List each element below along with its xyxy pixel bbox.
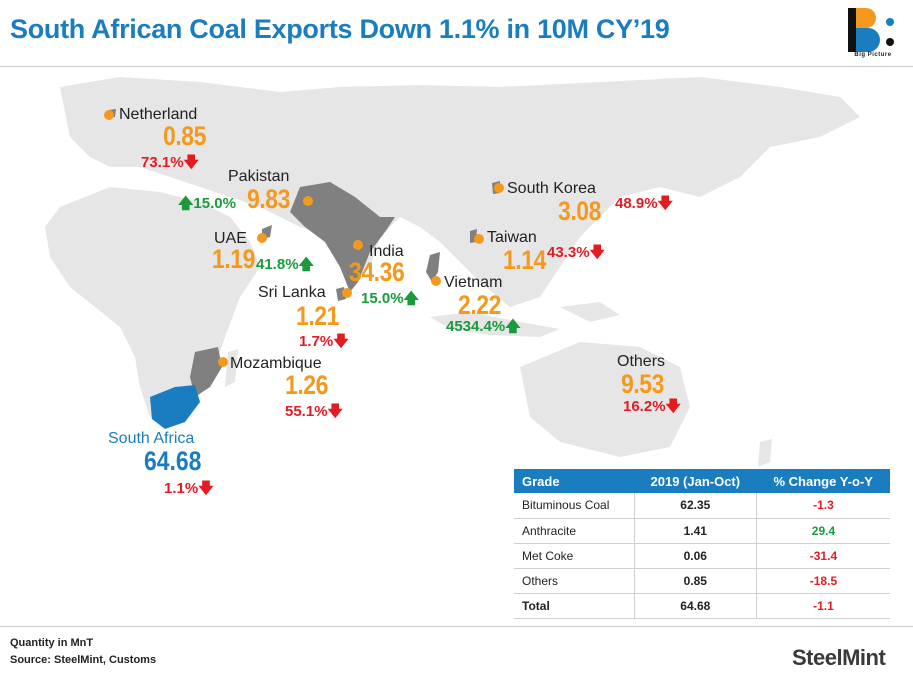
others-value: 9.53 bbox=[621, 369, 664, 399]
south-africa-label: South Africa bbox=[108, 430, 195, 447]
netherland-label: Netherland bbox=[119, 106, 198, 123]
table-row: Anthracite 1.41 29.4 bbox=[514, 518, 890, 544]
south-korea-marker bbox=[494, 183, 504, 193]
new-zealand bbox=[758, 439, 772, 467]
taiwan-label: Taiwan bbox=[487, 229, 537, 246]
change-cell: -31.4 bbox=[756, 543, 890, 569]
sri-lanka-label: Sri Lanka bbox=[258, 284, 326, 301]
mozambique-highlight bbox=[190, 347, 222, 397]
table-header-grade: Grade bbox=[514, 469, 635, 493]
arrow-up-icon: 🡅 bbox=[403, 290, 419, 307]
change-cell: -18.5 bbox=[756, 568, 890, 594]
source-note: Source: SteelMint, Customs bbox=[10, 654, 157, 666]
unit-note: Quantity in MnT bbox=[10, 637, 94, 649]
title-divider bbox=[0, 66, 913, 67]
indonesia-islands bbox=[430, 312, 560, 337]
arrow-down-icon: 🡇 bbox=[657, 195, 673, 212]
change-cell: -1.1 bbox=[756, 593, 890, 619]
sri-lanka-change: 1.7%🡇 bbox=[299, 331, 349, 356]
south-africa-highlight bbox=[150, 385, 200, 429]
table-row: Others 0.85 -18.5 bbox=[514, 568, 890, 594]
netherland-marker bbox=[104, 110, 114, 120]
south-africa-change: 1.1%🡇 bbox=[164, 478, 214, 503]
mozambique-value: 1.26 bbox=[285, 370, 328, 400]
grade-cell: Anthracite bbox=[514, 518, 635, 544]
madagascar bbox=[225, 349, 238, 387]
table-total-row: Total 64.68 -1.1 bbox=[514, 593, 890, 619]
table-header-volume: 2019 (Jan-Oct) bbox=[634, 469, 757, 493]
grade-cell: Others bbox=[514, 568, 635, 594]
india-marker bbox=[353, 240, 363, 250]
arrow-down-icon: 🡇 bbox=[198, 480, 214, 497]
uae-change: 41.8%🡅 bbox=[256, 254, 314, 279]
vietnam-highlight bbox=[426, 252, 440, 282]
south-korea-label: South Korea bbox=[507, 180, 596, 197]
pakistan-change: 🡅15.0% bbox=[178, 193, 236, 218]
india-change: 15.0%🡅 bbox=[361, 288, 419, 313]
sri-lanka-marker bbox=[342, 288, 352, 298]
grade-cell: Total bbox=[514, 593, 635, 619]
volume-cell: 1.41 bbox=[633, 518, 757, 544]
mozambique-label: Mozambique bbox=[230, 355, 322, 372]
africa-landmass bbox=[45, 187, 260, 427]
uae-marker bbox=[257, 233, 267, 243]
logo-text: Big Picture bbox=[854, 52, 892, 58]
pakistan-marker bbox=[303, 196, 313, 206]
steelmint-logo: SteelMint bbox=[792, 645, 886, 670]
change-cell: -1.3 bbox=[756, 493, 890, 519]
vietnam-value: 2.22 bbox=[458, 290, 501, 320]
taiwan-value: 1.14 bbox=[503, 245, 546, 275]
footer-divider bbox=[0, 626, 913, 627]
arrow-up-icon: 🡅 bbox=[505, 318, 521, 335]
netherland-change: 73.1%🡇 bbox=[141, 152, 199, 177]
change-cell: 29.4 bbox=[756, 518, 890, 544]
arrow-down-icon: 🡇 bbox=[589, 244, 605, 261]
others-label: Others bbox=[617, 353, 666, 370]
taiwan-change: 43.3%🡇 bbox=[547, 242, 605, 267]
arrow-down-icon: 🡇 bbox=[665, 398, 681, 415]
others-change: 16.2%🡇 bbox=[623, 396, 681, 421]
arrow-up-icon: 🡅 bbox=[178, 195, 194, 212]
pakistan-value: 9.83 bbox=[247, 184, 290, 214]
grade-cell: Met Coke bbox=[514, 543, 635, 569]
table-row: Met Coke 0.06 -31.4 bbox=[514, 543, 890, 569]
uae-label: UAE bbox=[214, 230, 247, 247]
world-map bbox=[45, 77, 860, 467]
volume-cell: 64.68 bbox=[633, 593, 757, 619]
arrow-down-icon: 🡇 bbox=[333, 333, 349, 350]
big-picture-logo bbox=[848, 8, 894, 52]
uae-value: 1.19 bbox=[212, 244, 255, 274]
arrow-up-icon: 🡅 bbox=[298, 256, 314, 273]
vietnam-label: Vietnam bbox=[444, 274, 503, 291]
taiwan-marker bbox=[474, 234, 484, 244]
volume-cell: 62.35 bbox=[633, 493, 757, 519]
india-highlight bbox=[290, 182, 395, 292]
page-title: South African Coal Exports Down 1.1% in … bbox=[10, 14, 670, 44]
vietnam-change: 4534.4%🡅 bbox=[446, 316, 521, 341]
eurasia-landmass bbox=[60, 77, 860, 307]
vietnam-marker bbox=[431, 276, 441, 286]
netherland-value: 0.85 bbox=[163, 121, 206, 151]
mozambique-change: 55.1%🡇 bbox=[285, 401, 343, 426]
sri-lanka-value: 1.21 bbox=[296, 301, 339, 331]
south-korea-value: 3.08 bbox=[558, 196, 601, 226]
south-africa-value: 64.68 bbox=[144, 446, 202, 476]
grade-table: Grade 2019 (Jan-Oct) % Change Y-o-Y Bitu… bbox=[514, 469, 890, 619]
table-header-change: % Change Y-o-Y bbox=[756, 469, 890, 493]
table-header-row: Grade 2019 (Jan-Oct) % Change Y-o-Y bbox=[514, 469, 890, 493]
india-value: 34.36 bbox=[349, 257, 405, 287]
pakistan-label: Pakistan bbox=[228, 168, 290, 185]
volume-cell: 0.85 bbox=[633, 568, 757, 594]
india-label: India bbox=[369, 243, 404, 260]
arrow-down-icon: 🡇 bbox=[183, 154, 199, 171]
south-korea-change: 48.9%🡇 bbox=[615, 193, 673, 218]
mozambique-marker bbox=[218, 357, 228, 367]
table-row: Bituminous Coal 62.35 -1.3 bbox=[514, 493, 890, 519]
australia-landmass bbox=[520, 342, 690, 457]
volume-cell: 0.06 bbox=[633, 543, 757, 569]
arrow-down-icon: 🡇 bbox=[327, 403, 343, 420]
grade-cell: Bituminous Coal bbox=[514, 493, 635, 519]
